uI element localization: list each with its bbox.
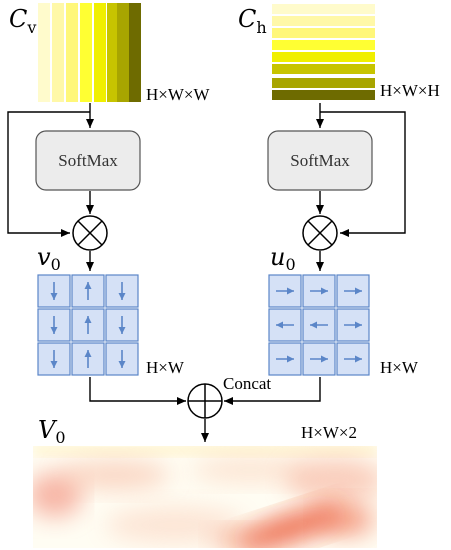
- softmax-left-label: SoftMax: [58, 151, 118, 170]
- v0-label: v0: [37, 243, 61, 274]
- u0-direction-grid: [268, 274, 370, 376]
- softmax-left-box: [35, 130, 141, 191]
- cv-stripe: [80, 3, 92, 102]
- v0-direction-grid: [37, 274, 139, 376]
- cv-stripe: [66, 3, 78, 102]
- ch-tensor: [272, 4, 375, 100]
- ch-stripe: [272, 78, 375, 88]
- cv-dimension: H×W×W: [146, 85, 210, 104]
- merge-connectors: [89, 377, 321, 442]
- V0-label: V0: [38, 416, 66, 447]
- left-connectors: [7, 103, 94, 271]
- multiply-left-icon: [72, 215, 108, 251]
- cv-label: Cv: [9, 5, 36, 37]
- softmax-right-box: [267, 130, 373, 191]
- cv-stripe: [52, 3, 64, 102]
- ch-stripe: [272, 40, 375, 50]
- concat-label: Concat: [223, 374, 271, 393]
- u0-dimension: H×W: [380, 358, 419, 377]
- v0-dimension: H×W: [146, 358, 185, 377]
- cv-stripe: [94, 3, 106, 102]
- ch-stripe: [272, 4, 375, 14]
- concat-plus-icon: [187, 383, 223, 419]
- V0-dimension: H×W×2: [301, 423, 357, 442]
- cv-tensor: [38, 3, 141, 102]
- ch-stripe: [272, 16, 375, 26]
- cv-stripe: [129, 3, 141, 102]
- grid-cell: [336, 342, 370, 376]
- cv-stripe: [107, 3, 119, 102]
- ch-dimension: H×W×H: [380, 81, 440, 100]
- ch-stripe: [272, 64, 375, 74]
- cv-stripe: [38, 3, 50, 102]
- ch-label: Ch: [238, 5, 267, 37]
- grid-cell: [336, 308, 370, 342]
- softmax-right-label: SoftMax: [290, 151, 350, 170]
- cv-stripe: [117, 3, 129, 102]
- ch-stripe: [272, 90, 375, 100]
- right-connectors: [316, 103, 406, 271]
- V0-heatmap-image: [33, 446, 377, 548]
- multiply-right-icon: [302, 215, 338, 251]
- ch-stripe: [272, 52, 375, 62]
- ch-stripe: [272, 28, 375, 38]
- u0-label: u0: [270, 243, 296, 274]
